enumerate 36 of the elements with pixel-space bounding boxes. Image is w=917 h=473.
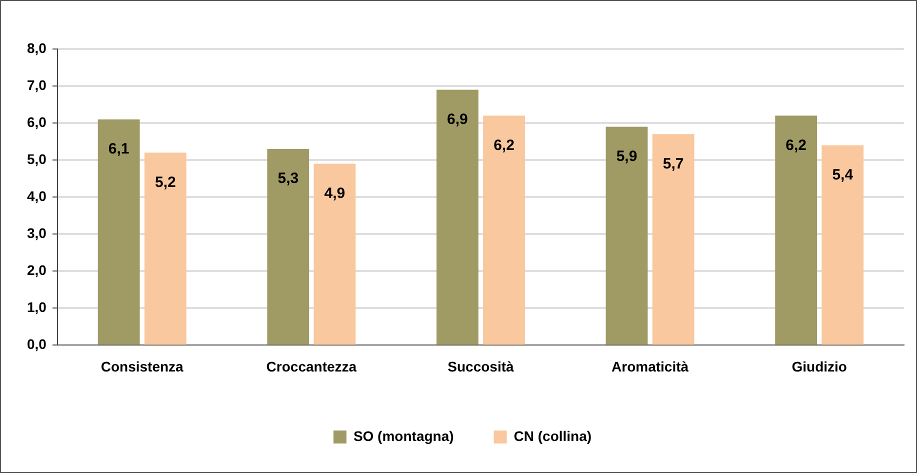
data-label: 5,9 xyxy=(616,148,638,165)
y-tick-label: 0,0 xyxy=(26,336,47,352)
x-tick-label: Succosità xyxy=(448,358,514,374)
x-tick-label: Aromaticità xyxy=(612,358,689,374)
data-label: 4,9 xyxy=(324,184,346,202)
bar xyxy=(144,152,186,345)
bar xyxy=(652,134,694,345)
y-tick-label: 8,0 xyxy=(26,40,47,56)
y-tick-label: 2,0 xyxy=(26,262,47,278)
y-tick-label: 6,0 xyxy=(26,114,47,130)
y-tick-label: 3,0 xyxy=(26,224,47,241)
y-tick-label: 7,0 xyxy=(26,76,47,93)
data-label: 5,4 xyxy=(832,166,854,184)
bar xyxy=(267,148,310,345)
x-tick-label: Giudizio xyxy=(792,358,847,374)
data-label: 5,7 xyxy=(662,155,684,172)
x-tick-label: Consistenza xyxy=(100,358,184,374)
bar xyxy=(314,164,356,345)
bar xyxy=(98,119,140,345)
data-label: 6,9 xyxy=(447,110,468,128)
data-label: 6,2 xyxy=(494,136,514,154)
data-label: 6,2 xyxy=(786,136,806,154)
y-tick-label: 1,0 xyxy=(26,299,47,316)
bar xyxy=(483,116,525,345)
y-tick-label: 4,0 xyxy=(26,188,47,204)
bar xyxy=(606,126,648,345)
bar xyxy=(775,116,818,345)
data-label: 5,3 xyxy=(278,170,299,188)
x-tick-label: Croccantezza xyxy=(266,358,357,374)
legend-label: SO (montagna) xyxy=(353,428,454,444)
data-label: 5,2 xyxy=(154,174,176,191)
data-label: 6,1 xyxy=(108,140,130,158)
y-tick-label: 5,0 xyxy=(26,150,47,167)
bar xyxy=(436,90,478,345)
legend-label: CN (collina) xyxy=(514,428,592,444)
bar xyxy=(822,145,864,345)
